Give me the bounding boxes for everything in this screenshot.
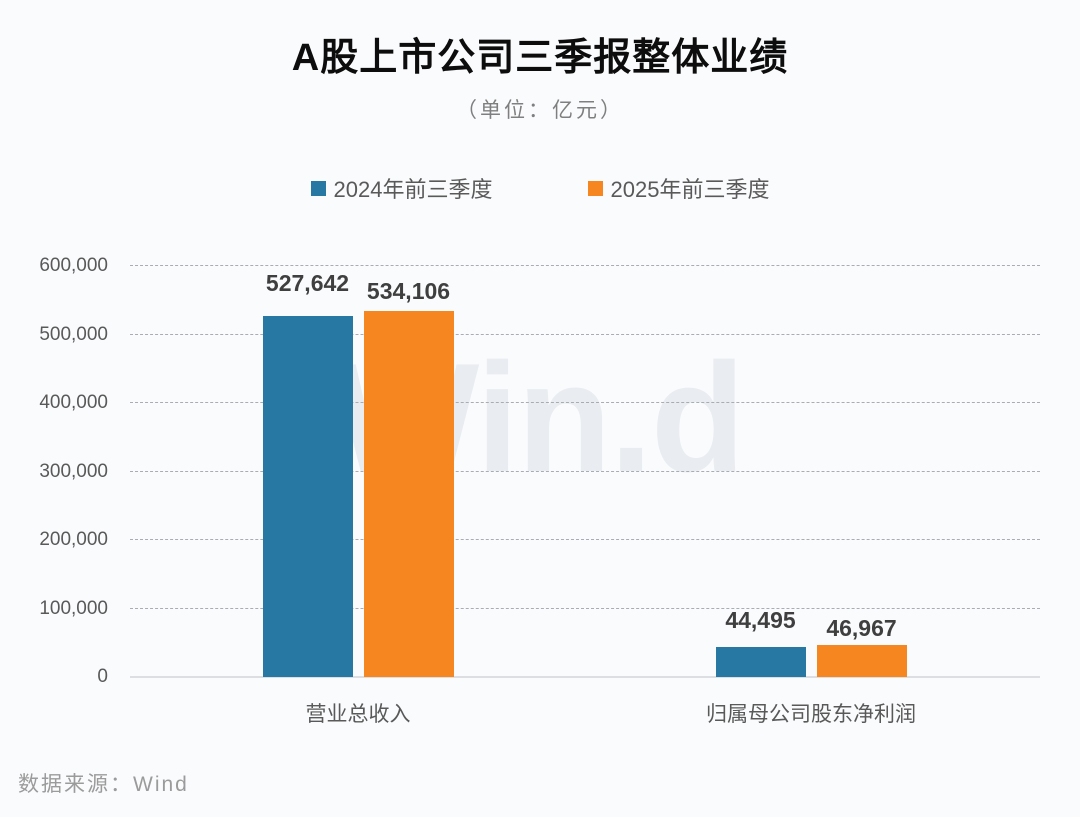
bar-value-label: 44,495 — [725, 607, 796, 633]
y-axis-tick-label: 100,000 — [39, 597, 108, 619]
x-axis-line — [130, 676, 1040, 678]
legend-item-2025: 2025年前三季度 — [587, 172, 770, 204]
y-axis-tick-label: 600,000 — [39, 255, 108, 276]
y-axis-tick-label: 200,000 — [39, 529, 108, 550]
bar-value-label: 527,642 — [265, 270, 350, 296]
bar-series1-group1 — [262, 316, 353, 677]
category-label: 营业总收入 — [305, 703, 411, 726]
legend: 2024年前三季度 2025年前三季度 — [0, 172, 1080, 204]
bar-value-label: 534,106 — [366, 278, 451, 304]
legend-label-2025: 2025年前三季度 — [610, 177, 770, 202]
legend-swatch-orange-icon — [587, 180, 603, 196]
gridline — [130, 265, 1040, 266]
y-axis-tick-label: 500,000 — [39, 323, 108, 345]
bar-series2-group2 — [816, 645, 907, 677]
chart-unit-subtitle: （单位：亿元） — [456, 99, 624, 122]
gridline — [130, 539, 1040, 540]
gridline — [130, 402, 1040, 403]
y-axis-tick-label: 400,000 — [39, 392, 108, 413]
y-axis-tick-label: 0 — [97, 666, 108, 687]
gridline — [130, 470, 1040, 472]
bar-series1-group2 — [715, 647, 806, 677]
legend-label-2024: 2024年前三季度 — [333, 177, 493, 202]
legend-item-2024: 2024年前三季度 — [310, 172, 493, 204]
data-source-label: 数据来源：Wind — [18, 773, 189, 796]
bar-series2-group1 — [363, 311, 454, 677]
legend-swatch-blue-icon — [310, 180, 326, 196]
gridline — [130, 333, 1040, 335]
y-axis-tick-label: 300,000 — [39, 460, 108, 482]
category-label: 归属母公司股东净利润 — [706, 703, 916, 726]
gridline — [130, 607, 1040, 609]
chart-title: A股上市公司三季报整体业绩 — [291, 37, 789, 79]
bar-value-label: 46,967 — [826, 615, 897, 641]
